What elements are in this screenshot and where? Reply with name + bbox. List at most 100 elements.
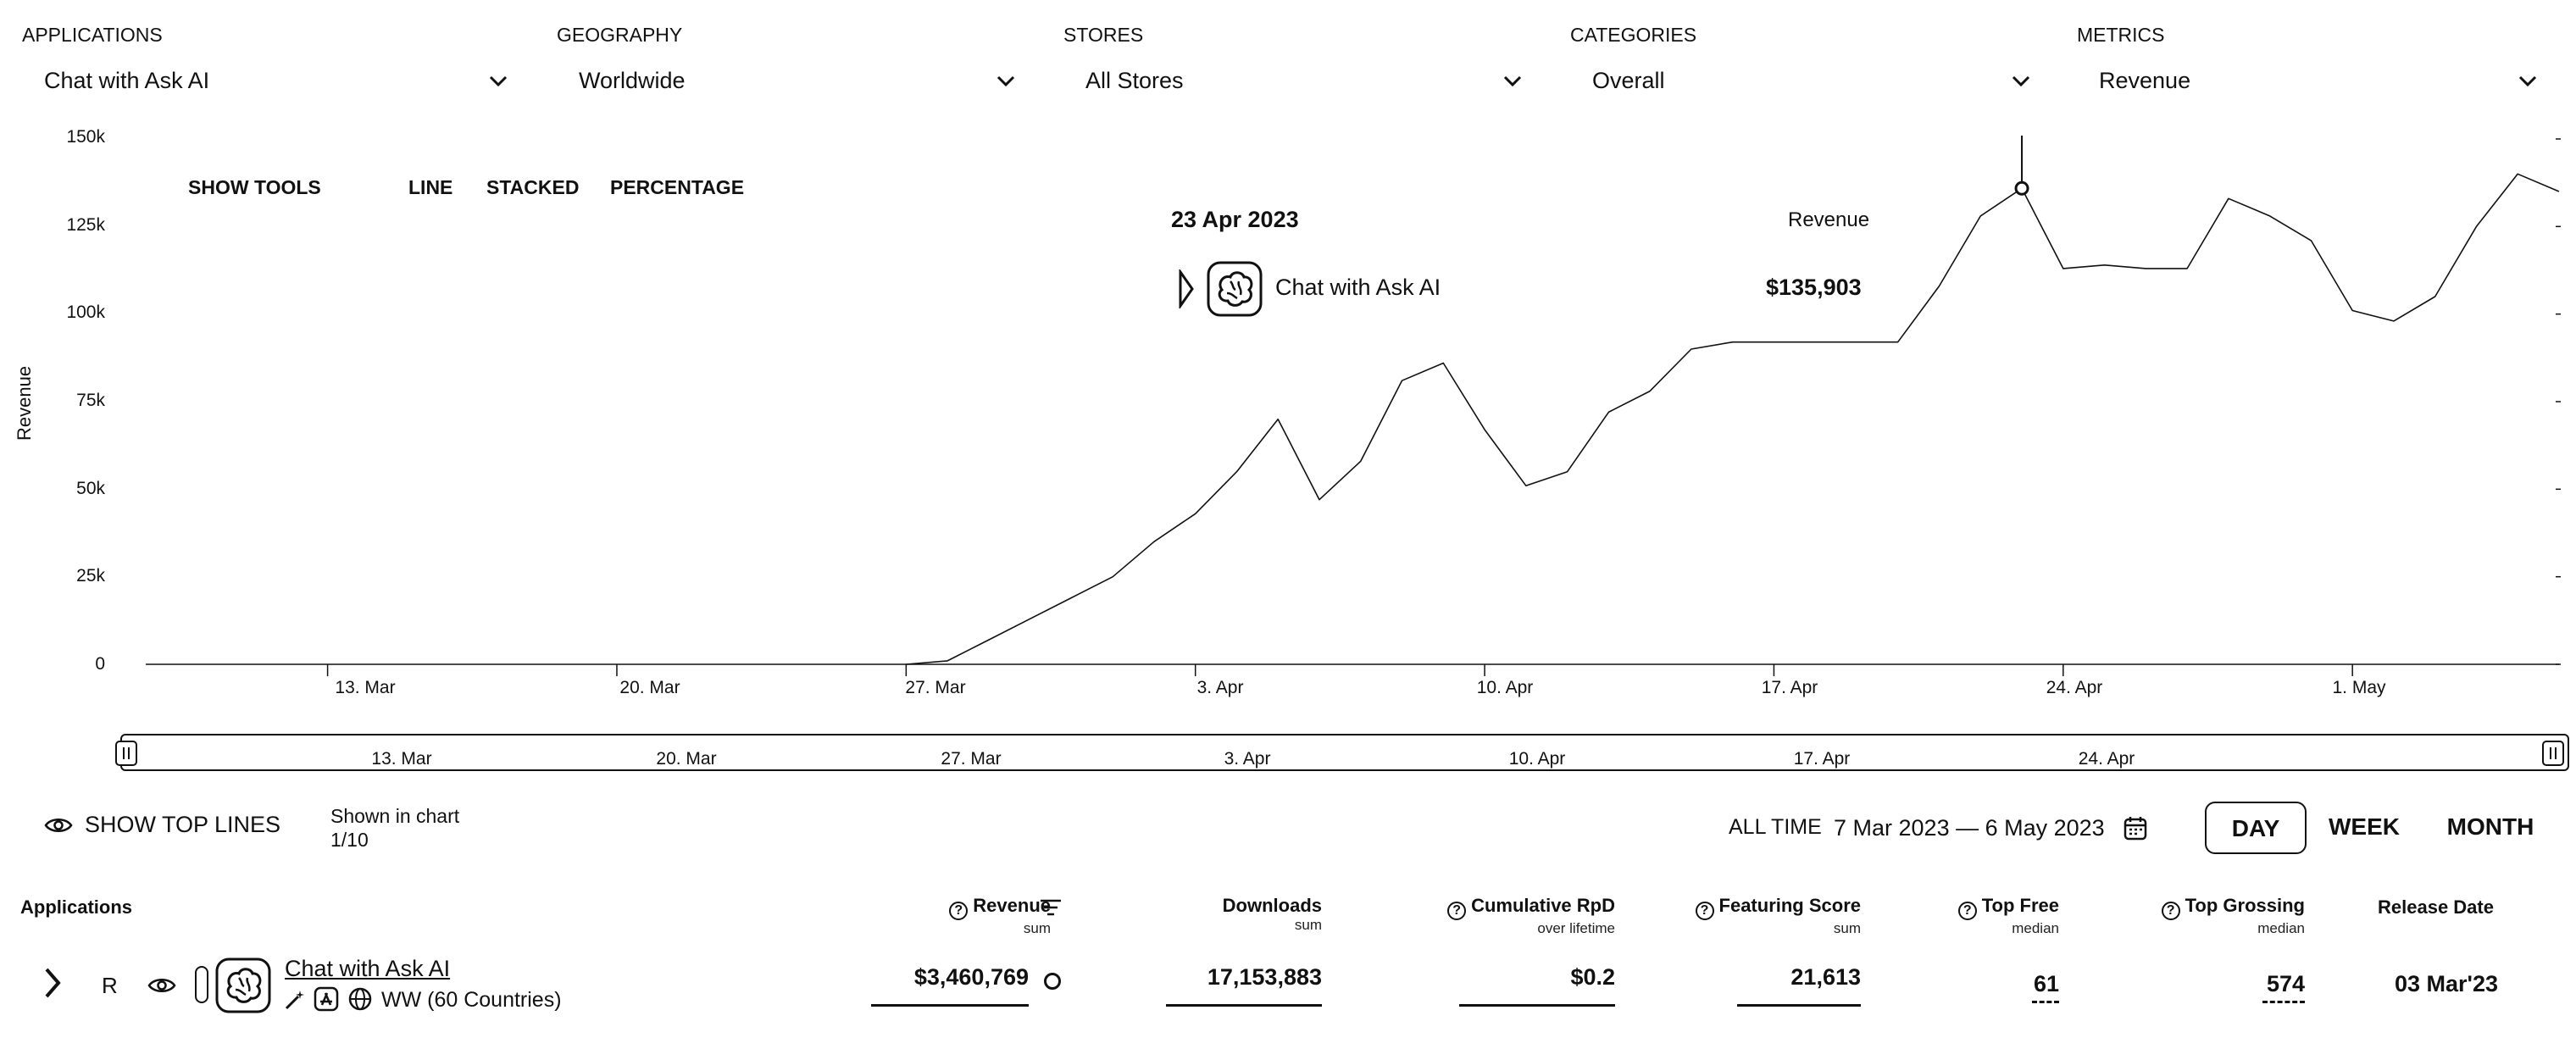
navigator-handle-right[interactable] [2542, 741, 2564, 766]
column-header-release[interactable]: Release Date [2378, 896, 2494, 918]
column-header-applications[interactable]: Applications [20, 896, 133, 918]
top-free-cell[interactable]: 61 [2032, 971, 2059, 1003]
column-header-label: Cumulative RpD [1471, 895, 1615, 916]
column-header-top-grossing[interactable]: ? Top Grossing median [2118, 895, 2305, 937]
help-icon: ? [1695, 902, 1714, 920]
y-tick-label: 25k [76, 566, 105, 586]
month-button[interactable]: MONTH [2446, 813, 2534, 840]
row-badge: R [102, 973, 118, 998]
show-top-lines-button[interactable]: SHOW TOP LINES [44, 812, 280, 838]
column-header-label: Top Free [1981, 895, 2059, 916]
y-tick-label: 50k [76, 479, 105, 498]
week-button[interactable]: WEEK [2329, 813, 2400, 840]
app-name-link[interactable]: Chat with Ask AI [285, 956, 451, 981]
tooltip-app-name: Chat with Ask AI [1275, 275, 1441, 300]
date-range-text[interactable]: 7 Mar 2023 — 6 May 2023 [1834, 815, 2105, 841]
percentage-button[interactable]: PERCENTAGE [610, 176, 745, 198]
navigator-tick: 13. Mar [371, 749, 432, 769]
navigator-track[interactable] [120, 734, 2569, 771]
y-tick-label: 150k [66, 127, 105, 147]
all-time-button[interactable]: ALL TIME [1729, 815, 1822, 839]
calendar-icon[interactable] [2124, 815, 2147, 841]
top-grossing-cell[interactable]: 574 [2262, 971, 2305, 1003]
featuring-score-cell: 21,613 [1737, 964, 1861, 1007]
filter-label: STORES [1063, 24, 1144, 46]
help-icon: ? [1957, 902, 1977, 920]
column-header-sub: median [2012, 920, 2059, 936]
series-color-swatch [195, 966, 208, 1003]
filter-geography[interactable]: GEOGRAPHY Worldwide [557, 24, 1065, 93]
help-icon: ? [2161, 902, 2180, 920]
column-header-label: Revenue [973, 895, 1051, 916]
column-header-featuring[interactable]: ? Featuring Score sum [1661, 895, 1861, 937]
series-line [906, 173, 2560, 665]
day-button[interactable]: DAY [2205, 802, 2307, 854]
column-header-sub: sum [1023, 920, 1051, 936]
column-header-rpd[interactable]: ? Cumulative RpD over lifetime [1424, 895, 1615, 937]
x-tick-label: 27. Mar [905, 678, 966, 697]
sort-icon[interactable] [1039, 898, 1063, 917]
x-tick-label: 13. Mar [335, 678, 396, 697]
x-tick-label: 20. Mar [619, 678, 680, 697]
shown-in-chart-count: 1/10 [330, 829, 369, 851]
column-header-label: Featuring Score [1718, 895, 1861, 916]
column-header-sub: sum [1294, 917, 1322, 933]
highlight-point [2014, 180, 2029, 196]
filter-value: Revenue [2099, 68, 2191, 93]
navigator-handle-left[interactable] [115, 741, 137, 766]
navigator-tick: 3. Apr [1224, 749, 1271, 769]
chevron-down-icon [997, 75, 1015, 87]
navigator-tick: 20. Mar [656, 749, 717, 769]
filter-label: APPLICATIONS [22, 24, 163, 46]
downloads-cell: 17,153,883 [1166, 964, 1322, 1007]
column-header-sub: sum [1833, 920, 1861, 936]
app-region: WW (60 Countries) [381, 988, 562, 1012]
stacked-button[interactable]: STACKED [486, 176, 580, 198]
chevron-down-icon [2012, 75, 2030, 87]
column-header-downloads[interactable]: Downloads sum [1186, 895, 1322, 934]
tooltip-date: 23 Apr 2023 [1171, 207, 1299, 232]
show-tools-button[interactable]: SHOW TOOLS [188, 176, 321, 198]
magic-wand-icon [285, 991, 304, 1010]
grip-icon [123, 747, 130, 759]
filter-categories[interactable]: CATEGORIES Overall [1570, 24, 2079, 93]
column-header-sub: median [2257, 920, 2305, 936]
show-top-lines-label: SHOW TOP LINES [85, 812, 281, 837]
chevron-down-icon [489, 75, 508, 87]
chevron-right-icon[interactable] [42, 966, 63, 1000]
app-store-icon [314, 986, 339, 1012]
column-header-label: Top Grossing [2185, 895, 2305, 916]
x-tick-label: 1. May [2332, 678, 2386, 697]
grip-icon [2550, 747, 2557, 759]
line-button[interactable]: LINE [408, 176, 453, 198]
navigator-tick: 24. Apr [2078, 749, 2135, 769]
x-tick-label: 10. Apr [1476, 678, 1534, 697]
column-header-sub: over lifetime [1537, 920, 1615, 936]
filter-value: All Stores [1085, 68, 1184, 93]
globe-icon [348, 987, 372, 1011]
drag-handle-icon [1179, 269, 1194, 308]
filter-metrics[interactable]: METRICS Revenue [2077, 24, 2568, 93]
revenue-cell: $3,460,769 [871, 964, 1029, 1007]
eye-icon[interactable] [147, 976, 176, 995]
y-tick-label: 125k [66, 215, 105, 235]
app-brain-icon [215, 957, 271, 1013]
chart-plot[interactable] [0, 0, 2576, 703]
circle-icon [1044, 973, 1061, 990]
navigator-tick: 17. Apr [1793, 749, 1851, 769]
tooltip-value: $135,903 [1766, 275, 1862, 300]
navigator-tick: 10. Apr [1508, 749, 1566, 769]
filter-value: Worldwide [579, 68, 686, 93]
x-tick-label: 17. Apr [1761, 678, 1818, 697]
column-header-revenue[interactable]: ? Revenue sum [915, 895, 1051, 937]
filter-value: Chat with Ask AI [44, 68, 210, 93]
filter-label: CATEGORIES [1570, 24, 1697, 46]
x-tick-label: 3. Apr [1196, 678, 1244, 697]
filter-applications[interactable]: APPLICATIONS Chat with Ask AI [22, 24, 530, 93]
filter-stores[interactable]: STORES All Stores [1063, 24, 1572, 93]
filter-value: Overall [1592, 68, 1665, 93]
y-tick-label: 0 [95, 654, 105, 674]
column-header-top-free[interactable]: ? Top Free median [1915, 895, 2059, 937]
column-header-label: Downloads [1222, 895, 1322, 916]
x-tick-label: 24. Apr [2046, 678, 2103, 697]
